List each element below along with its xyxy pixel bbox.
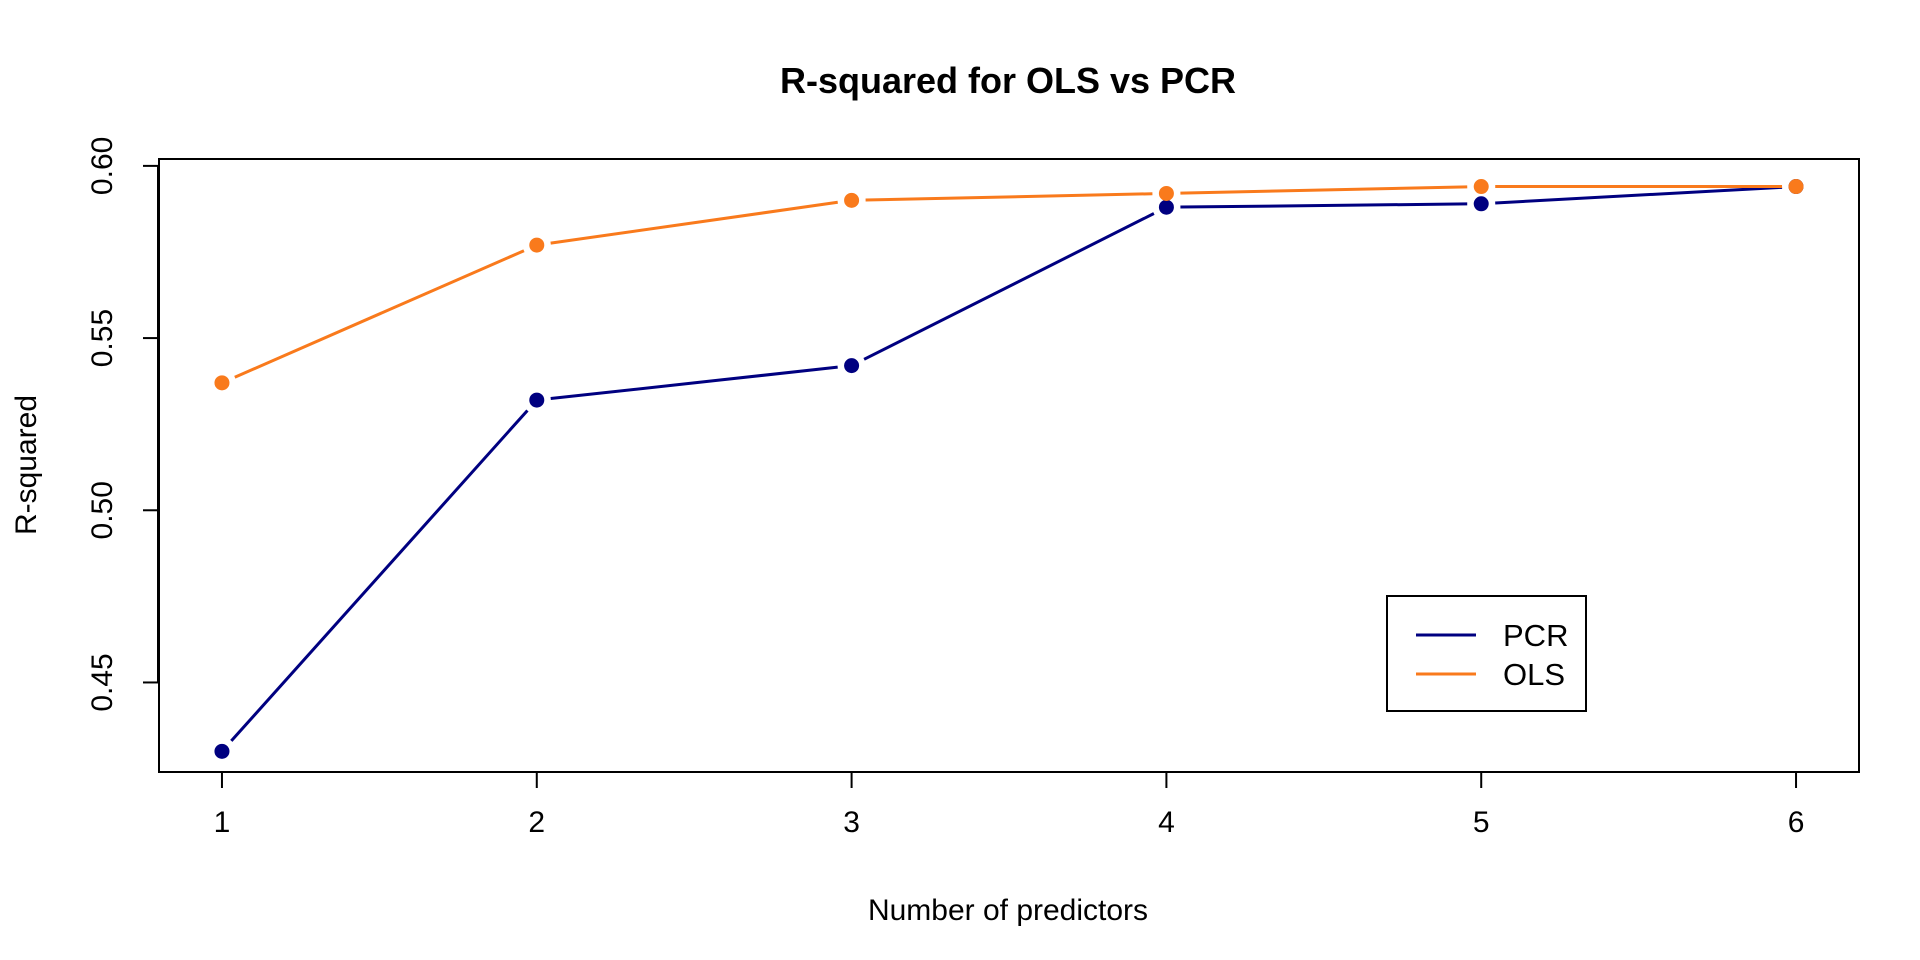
series-ols-point (214, 375, 230, 391)
legend-box (1386, 595, 1587, 712)
series-ols-segment (865, 192, 1153, 202)
series-ols-point (1158, 185, 1174, 201)
x-tick-label: 6 (1788, 806, 1805, 839)
series-pcr-point (214, 743, 230, 759)
series-pcr-segment (1180, 202, 1468, 209)
legend-label-pcr: PCR (1503, 618, 1568, 653)
x-tick-label: 3 (843, 806, 860, 839)
series-pcr-segment (1495, 185, 1783, 205)
series-ols-segment (234, 249, 525, 379)
legend: PCR OLS (1386, 595, 1587, 712)
chart-title: R-squared for OLS vs PCR (780, 60, 1236, 101)
series-layer (214, 179, 1804, 759)
series-ols (214, 179, 1804, 391)
series-pcr (214, 179, 1804, 759)
y-tick-label: 0.45 (86, 653, 119, 711)
y-tick-label: 0.55 (86, 309, 119, 367)
series-pcr-segment (230, 409, 529, 742)
legend-label-ols: OLS (1503, 657, 1565, 692)
series-ols-point (1473, 179, 1489, 195)
series-ols-point (529, 237, 545, 253)
y-axis-label: R-squared (10, 395, 43, 535)
x-tick-label: 1 (214, 806, 231, 839)
series-pcr-point (844, 358, 860, 374)
x-axis: 1 2 3 4 5 6 (214, 771, 1805, 839)
series-ols-point (844, 192, 860, 208)
y-tick-label: 0.50 (86, 481, 119, 539)
series-ols-segment (550, 200, 838, 245)
series-ols-segment (1180, 185, 1468, 195)
series-ols-point (1788, 179, 1804, 195)
series-pcr-point (1473, 196, 1489, 212)
series-pcr-segment (863, 212, 1155, 361)
series-pcr-point (529, 392, 545, 408)
series-pcr-segment (550, 365, 838, 401)
x-tick-label: 2 (528, 806, 545, 839)
series-pcr-point (1158, 199, 1174, 215)
x-tick-label: 4 (1158, 806, 1175, 839)
y-axis: 0.45 0.50 0.55 0.60 (86, 137, 159, 712)
x-tick-label: 5 (1473, 806, 1490, 839)
y-tick-label: 0.60 (86, 137, 119, 195)
plot-frame (158, 158, 1860, 773)
x-axis-label: Number of predictors (868, 894, 1148, 927)
